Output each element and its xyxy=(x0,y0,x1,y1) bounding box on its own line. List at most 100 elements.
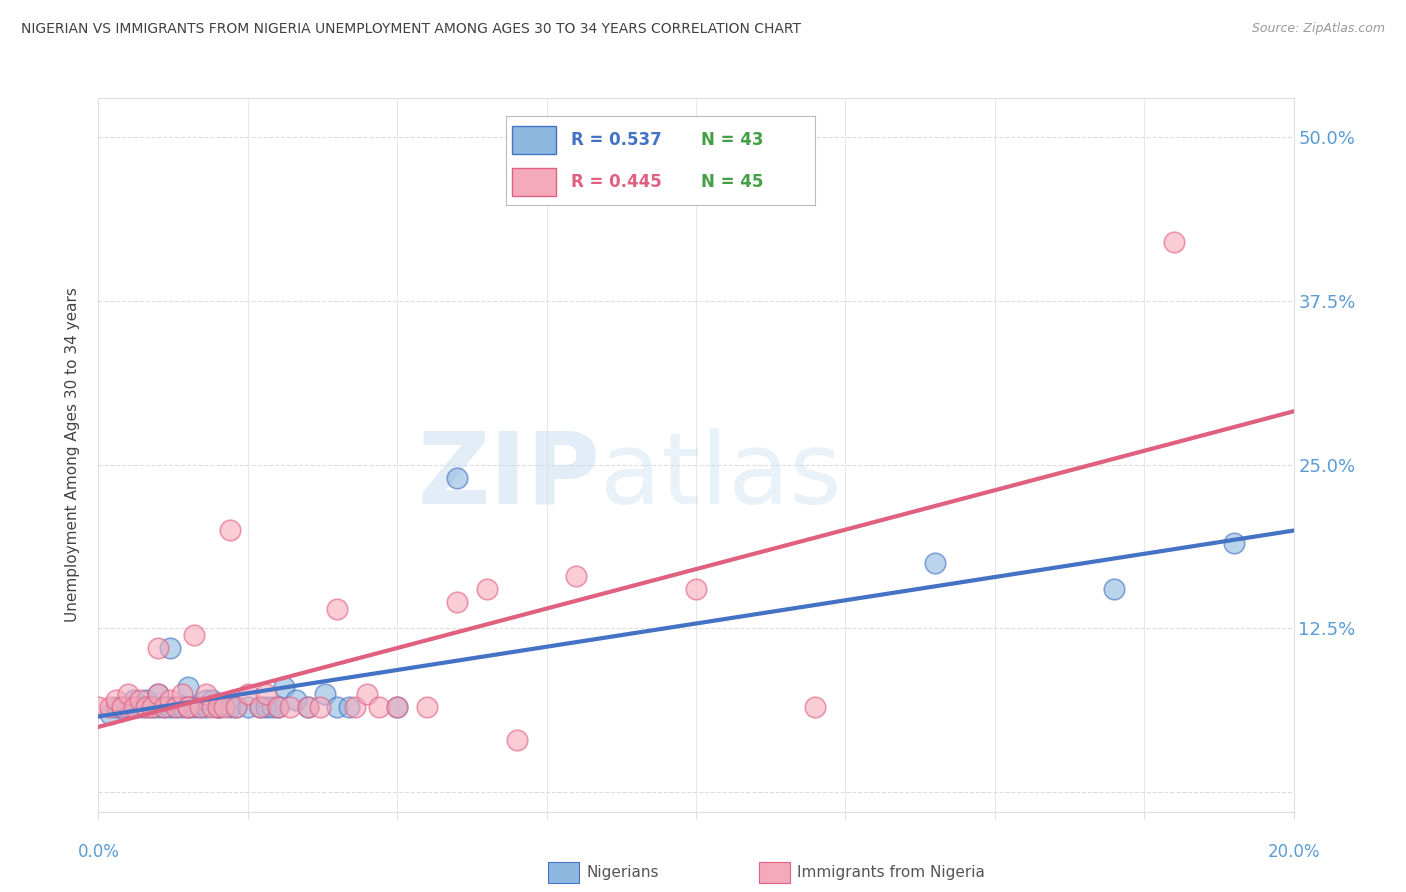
Point xyxy=(183,628,205,642)
Text: NIGERIAN VS IMMIGRANTS FROM NIGERIA UNEMPLOYMENT AMONG AGES 30 TO 34 YEARS CORRE: NIGERIAN VS IMMIGRANTS FROM NIGERIA UNEM… xyxy=(21,22,801,37)
Text: Immigrants from Nigeria: Immigrants from Nigeria xyxy=(797,865,986,880)
Point xyxy=(195,700,218,714)
Point xyxy=(1104,582,1126,596)
Point xyxy=(141,700,163,714)
Point xyxy=(195,693,218,707)
Point xyxy=(172,687,194,701)
Point xyxy=(124,700,146,714)
Point xyxy=(207,700,229,714)
Point xyxy=(148,700,170,714)
Point xyxy=(165,700,187,714)
FancyBboxPatch shape xyxy=(512,168,555,196)
Point xyxy=(148,687,170,701)
Point xyxy=(201,693,224,707)
Text: 0.0%: 0.0% xyxy=(77,843,120,861)
Point xyxy=(159,641,181,656)
Point xyxy=(236,700,259,714)
Point xyxy=(416,700,439,714)
Point xyxy=(135,700,157,714)
Point xyxy=(219,523,242,537)
Text: N = 45: N = 45 xyxy=(702,173,763,191)
Point xyxy=(207,700,229,714)
Point xyxy=(475,582,498,596)
Point xyxy=(565,569,588,583)
Point xyxy=(177,700,200,714)
Point xyxy=(249,700,271,714)
Point xyxy=(284,693,307,707)
Point xyxy=(100,700,122,714)
Point xyxy=(159,693,181,707)
Point xyxy=(188,700,211,714)
Point xyxy=(135,700,157,714)
Point xyxy=(117,687,139,701)
Point xyxy=(195,687,218,701)
Point xyxy=(356,687,378,701)
Point xyxy=(236,687,259,701)
Point xyxy=(254,700,277,714)
Point xyxy=(148,641,170,656)
Point xyxy=(297,700,319,714)
FancyBboxPatch shape xyxy=(512,126,555,154)
Point xyxy=(219,700,242,714)
Point xyxy=(685,582,707,596)
Point xyxy=(172,700,194,714)
Text: 20.0%: 20.0% xyxy=(1267,843,1320,861)
Point xyxy=(153,700,176,714)
Point xyxy=(117,700,139,714)
Text: ZIP: ZIP xyxy=(418,428,600,524)
Point xyxy=(1223,536,1246,550)
Point xyxy=(177,700,200,714)
Point xyxy=(111,700,134,714)
Point xyxy=(207,700,229,714)
Point xyxy=(105,700,128,714)
Point xyxy=(105,693,128,707)
Point xyxy=(249,700,271,714)
Point xyxy=(344,700,367,714)
Text: R = 0.537: R = 0.537 xyxy=(571,131,662,149)
Point xyxy=(201,700,224,714)
Text: N = 43: N = 43 xyxy=(702,131,763,149)
Point xyxy=(188,700,211,714)
Point xyxy=(385,700,409,714)
Point xyxy=(225,700,247,714)
Point xyxy=(267,700,290,714)
Point xyxy=(159,700,181,714)
Point xyxy=(446,471,468,485)
Point xyxy=(135,693,157,707)
Point xyxy=(339,700,360,714)
Point xyxy=(148,687,170,701)
Text: Nigerians: Nigerians xyxy=(586,865,659,880)
Point xyxy=(177,700,200,714)
Point xyxy=(273,681,295,695)
Point xyxy=(165,700,187,714)
Point xyxy=(111,700,134,714)
Point xyxy=(141,700,163,714)
Point xyxy=(153,700,176,714)
Point xyxy=(308,700,330,714)
Point xyxy=(225,700,247,714)
Point xyxy=(1163,235,1185,249)
Point xyxy=(385,700,409,714)
Text: R = 0.445: R = 0.445 xyxy=(571,173,662,191)
Point xyxy=(267,700,290,714)
Text: Source: ZipAtlas.com: Source: ZipAtlas.com xyxy=(1251,22,1385,36)
Point xyxy=(260,700,283,714)
Point xyxy=(368,700,391,714)
Point xyxy=(87,700,110,714)
Point xyxy=(924,556,946,570)
Point xyxy=(100,706,122,721)
Point xyxy=(278,700,301,714)
Point xyxy=(212,700,235,714)
Point xyxy=(129,700,152,714)
Point xyxy=(254,687,277,701)
Point xyxy=(129,693,152,707)
Point xyxy=(326,601,349,615)
Point xyxy=(183,700,205,714)
Point xyxy=(315,687,337,701)
Point xyxy=(177,681,200,695)
Point xyxy=(326,700,349,714)
Point xyxy=(297,700,319,714)
Y-axis label: Unemployment Among Ages 30 to 34 years: Unemployment Among Ages 30 to 34 years xyxy=(65,287,80,623)
Point xyxy=(124,693,146,707)
Point xyxy=(506,732,529,747)
